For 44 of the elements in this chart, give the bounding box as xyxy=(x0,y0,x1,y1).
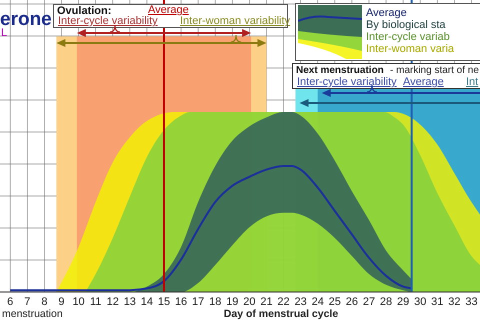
x-tick-label: 8 xyxy=(41,296,48,308)
ref-line-label: Average xyxy=(148,4,189,16)
x-tick-label: 14 xyxy=(140,296,154,308)
x-tick-label: 10 xyxy=(72,296,85,308)
x-tick-label: 30 xyxy=(414,296,426,308)
x-tick-label: 15 xyxy=(158,296,170,308)
text: Next menstruation xyxy=(296,65,384,76)
text: Ovulation: xyxy=(57,5,112,17)
x-tick-label: 13 xyxy=(124,296,136,308)
x-tick-label: 12 xyxy=(106,296,119,308)
x-tick-label: 29 xyxy=(397,296,410,308)
text: Inter-cycle variab xyxy=(366,31,450,43)
x-axis-title: Day of menstrual cycle xyxy=(224,308,338,320)
x-tick-label: 33 xyxy=(465,296,478,308)
x-tick-label: 31 xyxy=(431,296,444,308)
band-label: Inter-cycle variability xyxy=(58,15,158,27)
text: L xyxy=(1,27,8,39)
x-tick-label: 20 xyxy=(243,296,256,308)
x-tick-label: 32 xyxy=(448,296,460,308)
x-tick-label: 19 xyxy=(226,296,238,308)
x-tick-label: 26 xyxy=(346,296,358,308)
x-tick-label: 24 xyxy=(312,296,324,308)
band-label: Int xyxy=(466,76,478,88)
x-tick-label: 28 xyxy=(380,296,392,308)
ref-line-label: Average xyxy=(403,76,444,88)
x-tick-label: 23 xyxy=(294,296,307,308)
chart-title: erone xyxy=(0,9,52,30)
x-tick-label: 17 xyxy=(192,296,204,308)
x-tick-label: 6 xyxy=(7,296,14,308)
x-tick-label: 25 xyxy=(328,296,341,308)
x-tick-label: 16 xyxy=(174,296,188,308)
band-label: Inter-cycle variability xyxy=(297,76,397,88)
x-tick-label: 7 xyxy=(24,296,30,308)
x-tick-label: 21 xyxy=(260,296,273,308)
text: menstruation xyxy=(2,308,63,320)
text: Average xyxy=(366,7,407,19)
x-tick-label: 22 xyxy=(277,296,290,308)
text: Inter-woman varia xyxy=(366,43,454,55)
x-tick-label: 11 xyxy=(90,296,102,308)
x-tick-label: 18 xyxy=(209,296,222,308)
text: - marking start of ne xyxy=(390,65,479,76)
x-tick-label: 9 xyxy=(58,296,65,308)
x-tick-label: 27 xyxy=(362,296,376,308)
text: By biological sta xyxy=(366,19,446,31)
